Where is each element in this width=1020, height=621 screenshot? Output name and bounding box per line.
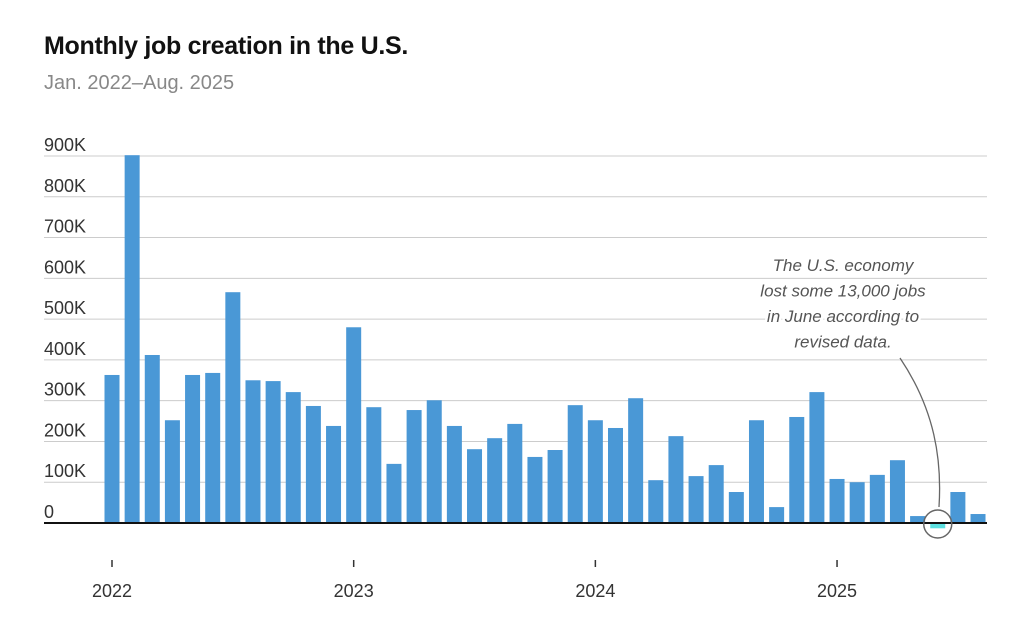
bar-2024-05 bbox=[668, 436, 684, 523]
y-tick-label: 400K bbox=[44, 339, 86, 359]
bar-2024-11 bbox=[789, 416, 805, 523]
bar-2024-06 bbox=[688, 476, 704, 523]
bar-2023-01 bbox=[346, 327, 362, 523]
y-tick-label: 100K bbox=[44, 461, 86, 481]
bar-2022-02 bbox=[124, 155, 140, 523]
bar-2023-10 bbox=[527, 456, 543, 523]
x-tick-label: 2025 bbox=[817, 581, 857, 601]
bar-2025-04 bbox=[889, 460, 905, 523]
bar-2025-05 bbox=[910, 516, 926, 523]
bar-2024-01 bbox=[587, 420, 603, 523]
bar-2025-01 bbox=[829, 478, 845, 523]
bar-2024-10 bbox=[769, 507, 785, 523]
bar-2024-07 bbox=[708, 465, 724, 523]
x-tick-label: 2023 bbox=[334, 581, 374, 601]
bar-2023-05 bbox=[426, 400, 442, 523]
bar-2025-06 bbox=[930, 523, 946, 529]
bar-2022-08 bbox=[245, 380, 261, 523]
bar-2023-02 bbox=[366, 407, 382, 523]
y-tick-label: 300K bbox=[44, 380, 86, 400]
y-tick-label: 200K bbox=[44, 420, 86, 440]
bar-2023-08 bbox=[487, 438, 503, 523]
bar-2022-09 bbox=[265, 381, 281, 523]
bar-2024-04 bbox=[648, 480, 664, 523]
y-tick-label: 800K bbox=[44, 176, 86, 196]
bar-2024-12 bbox=[809, 392, 825, 523]
bar-2025-07 bbox=[950, 492, 966, 523]
bar-2022-06 bbox=[205, 372, 221, 523]
bar-2024-03 bbox=[628, 398, 644, 523]
x-tick-label: 2022 bbox=[92, 581, 132, 601]
y-tick-label: 0 bbox=[44, 502, 54, 522]
bar-2023-12 bbox=[567, 405, 583, 523]
bar-2023-06 bbox=[446, 425, 462, 523]
y-tick-label: 900K bbox=[44, 135, 86, 155]
bar-2025-03 bbox=[869, 474, 885, 523]
bar-2025-08 bbox=[970, 514, 986, 523]
bar-2022-01 bbox=[104, 374, 120, 523]
bar-2022-04 bbox=[164, 420, 180, 523]
bar-2023-09 bbox=[507, 423, 523, 523]
x-tick-label: 2024 bbox=[575, 581, 615, 601]
bar-2024-08 bbox=[728, 492, 744, 523]
chart-title: Monthly job creation in the U.S. bbox=[44, 32, 409, 60]
bar-2022-03 bbox=[144, 354, 160, 523]
bar-2023-03 bbox=[386, 463, 402, 523]
bar-2022-05 bbox=[185, 374, 201, 523]
annotation-text: revised data. bbox=[794, 333, 891, 352]
y-tick-label: 500K bbox=[44, 298, 86, 318]
y-tick-label: 700K bbox=[44, 217, 86, 237]
bar-2022-12 bbox=[326, 425, 342, 523]
bar-2023-04 bbox=[406, 410, 422, 523]
annotation-text: lost some 13,000 jobs bbox=[760, 282, 926, 301]
bar-2023-07 bbox=[467, 449, 483, 523]
bar-2024-09 bbox=[748, 420, 764, 523]
bar-2023-11 bbox=[547, 450, 563, 523]
bar-2022-07 bbox=[225, 292, 241, 523]
chart-subtitle: Jan. 2022–Aug. 2025 bbox=[44, 72, 235, 94]
y-tick-label: 600K bbox=[44, 257, 86, 277]
annotation-text: The U.S. economy bbox=[773, 256, 915, 275]
bar-2022-10 bbox=[285, 392, 301, 523]
bar-2022-11 bbox=[305, 405, 321, 523]
annotation-leader-line bbox=[899, 357, 941, 508]
annotation-text: in June according to bbox=[767, 307, 919, 326]
bar-2024-02 bbox=[608, 427, 623, 523]
annotation-circle bbox=[922, 509, 953, 539]
bar-2025-02 bbox=[849, 482, 865, 523]
